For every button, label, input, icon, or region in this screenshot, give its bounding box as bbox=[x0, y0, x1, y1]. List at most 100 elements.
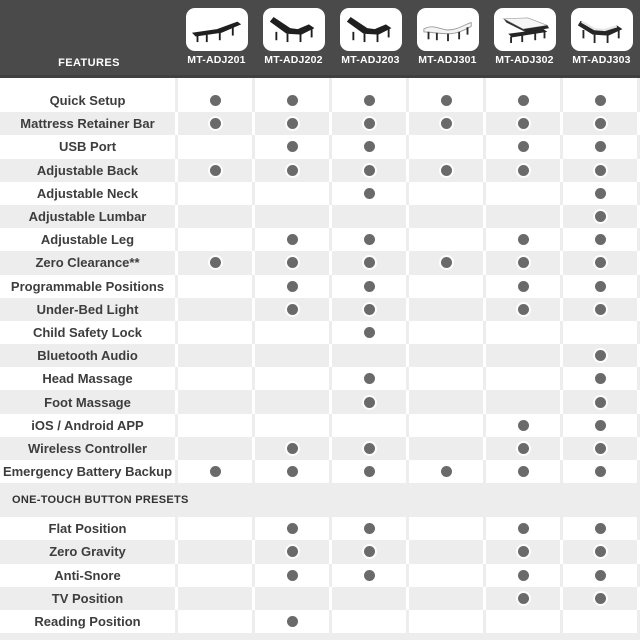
feature-label: Programmable Positions bbox=[0, 274, 178, 298]
availability-dot-icon bbox=[594, 466, 606, 478]
availability-dot-icon bbox=[517, 523, 529, 535]
product-model-label: MT-ADJ201 bbox=[187, 54, 246, 66]
availability-dot-icon bbox=[517, 569, 529, 581]
availability-cell bbox=[563, 297, 640, 321]
availability-dot-icon bbox=[363, 442, 375, 454]
availability-cell bbox=[178, 158, 255, 182]
availability-cell bbox=[332, 390, 409, 414]
availability-cell bbox=[563, 181, 640, 205]
bed-lounge-light-icon bbox=[570, 8, 633, 51]
availability-dot-icon bbox=[594, 419, 606, 431]
availability-cell bbox=[332, 158, 409, 182]
feature-row: Bluetooth Audio bbox=[0, 344, 640, 368]
availability-cell bbox=[332, 367, 409, 391]
availability-cell bbox=[178, 367, 255, 391]
availability-dot-icon bbox=[363, 118, 375, 130]
availability-cell bbox=[486, 274, 563, 298]
availability-dot-icon bbox=[517, 118, 529, 130]
availability-cell bbox=[178, 540, 255, 564]
availability-cell bbox=[409, 436, 486, 460]
feature-row: Adjustable Back bbox=[0, 158, 640, 182]
availability-cell bbox=[332, 204, 409, 229]
feature-label: Zero Clearance** bbox=[0, 251, 178, 275]
availability-cell bbox=[332, 135, 409, 159]
availability-cell bbox=[563, 390, 640, 414]
availability-cell bbox=[486, 251, 563, 275]
feature-row: Quick Setup bbox=[0, 89, 640, 113]
availability-cell bbox=[563, 320, 640, 345]
availability-dot-icon bbox=[517, 95, 529, 107]
product-column-header: MT-ADJ203 bbox=[332, 0, 409, 75]
availability-cell bbox=[255, 204, 332, 229]
availability-cell bbox=[178, 517, 255, 541]
availability-cell bbox=[178, 436, 255, 460]
feature-row: Head Massage bbox=[0, 367, 640, 391]
availability-cell bbox=[486, 413, 563, 437]
availability-cell bbox=[255, 609, 332, 634]
spacer-cell bbox=[0, 78, 178, 89]
availability-dot-icon bbox=[286, 616, 298, 628]
availability-cell bbox=[409, 563, 486, 587]
availability-dot-icon bbox=[209, 466, 221, 478]
availability-cell bbox=[255, 112, 332, 136]
availability-dot-icon bbox=[594, 592, 606, 604]
availability-dot-icon bbox=[363, 569, 375, 581]
availability-cell bbox=[255, 390, 332, 414]
product-column-headers: MT-ADJ201 MT-ADJ202 MT-ADJ203 MT-ADJ301 MT-A… bbox=[178, 0, 640, 75]
availability-cell bbox=[563, 367, 640, 391]
availability-cell bbox=[563, 540, 640, 564]
feature-label: Under-Bed Light bbox=[0, 297, 178, 321]
availability-cell bbox=[486, 390, 563, 414]
availability-cell bbox=[409, 251, 486, 275]
feature-row: Under-Bed Light bbox=[0, 297, 640, 321]
availability-cell bbox=[486, 135, 563, 159]
availability-cell bbox=[178, 390, 255, 414]
feature-label: Mattress Retainer Bar bbox=[0, 112, 178, 136]
availability-cell bbox=[486, 367, 563, 391]
availability-dot-icon bbox=[594, 234, 606, 246]
availability-cell bbox=[255, 586, 332, 610]
feature-row: Foot Massage bbox=[0, 390, 640, 414]
availability-cell bbox=[563, 112, 640, 136]
availability-cell bbox=[563, 460, 640, 484]
availability-cell bbox=[409, 297, 486, 321]
availability-dot-icon bbox=[594, 373, 606, 385]
feature-label: Wireless Controller bbox=[0, 436, 178, 460]
feature-row: iOS / Android APP bbox=[0, 413, 640, 437]
feature-row: Child Safety Lock bbox=[0, 320, 640, 345]
feature-row: TV Position bbox=[0, 586, 640, 610]
availability-cell bbox=[486, 89, 563, 113]
availability-cell bbox=[255, 436, 332, 460]
availability-cell bbox=[332, 413, 409, 437]
bed-flat-light-icon bbox=[416, 8, 479, 51]
product-column-header: MT-ADJ302 bbox=[486, 0, 563, 75]
availability-cell bbox=[178, 563, 255, 587]
availability-cell bbox=[255, 251, 332, 275]
availability-dot-icon bbox=[286, 303, 298, 315]
availability-cell bbox=[409, 344, 486, 368]
availability-cell bbox=[178, 204, 255, 229]
availability-dot-icon bbox=[286, 523, 298, 535]
availability-cell bbox=[332, 228, 409, 252]
feature-row: Emergency Battery Backup bbox=[0, 460, 640, 484]
availability-cell bbox=[409, 460, 486, 484]
bed-lounge-dark-icon bbox=[339, 8, 402, 51]
availability-dot-icon bbox=[286, 569, 298, 581]
availability-cell bbox=[563, 344, 640, 368]
availability-dot-icon bbox=[286, 257, 298, 269]
feature-row: Adjustable Neck bbox=[0, 181, 640, 205]
availability-cell bbox=[486, 460, 563, 484]
product-column-header: MT-ADJ301 bbox=[409, 0, 486, 75]
availability-dot-icon bbox=[594, 546, 606, 558]
availability-cell bbox=[563, 436, 640, 460]
availability-cell bbox=[332, 563, 409, 587]
availability-dot-icon bbox=[363, 164, 375, 176]
availability-cell bbox=[255, 563, 332, 587]
bed-flat-dark-icon bbox=[185, 8, 248, 51]
feature-label: Adjustable Back bbox=[0, 158, 178, 182]
availability-cell bbox=[563, 563, 640, 587]
availability-cell bbox=[332, 609, 409, 634]
spacer-cell bbox=[332, 78, 409, 89]
product-model-label: MT-ADJ203 bbox=[341, 54, 400, 66]
table-body: Quick Setup Mattress Retainer Bar USB Port… bbox=[0, 78, 640, 640]
